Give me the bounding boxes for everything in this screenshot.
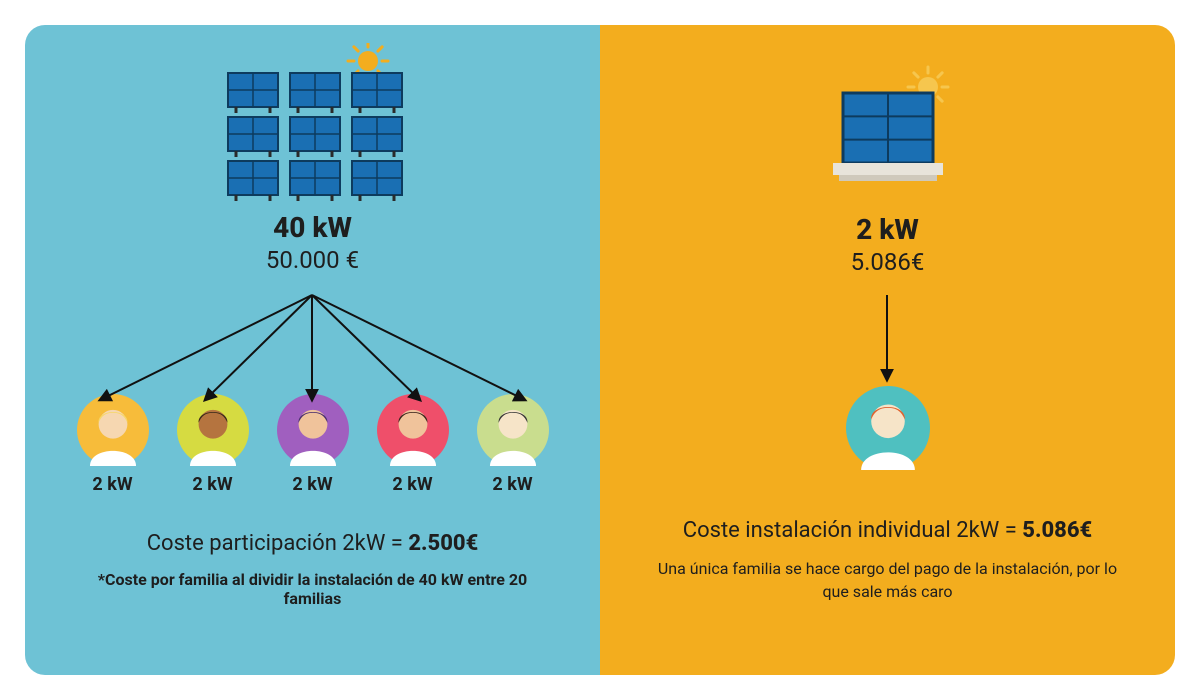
avatar-icon [477,394,549,466]
avatar-icon [846,386,930,470]
avatar-label: 2 kW [92,474,132,495]
solar-farm-icon [208,43,418,203]
solar-panel-icon [813,65,963,205]
avatar-label: 2 kW [392,474,432,495]
right-footnote: Una única familia se hace cargo del pago… [658,557,1118,603]
avatar-label: 2 kW [292,474,332,495]
right-cost-value: 5.086€ [1022,518,1092,543]
avatar-box: 2 kW [277,394,349,495]
right-cost-line: Coste instalación individual 2kW = 5.086… [683,518,1092,543]
avatar-box: 2 kW [377,394,449,495]
right-avatar-wrap [846,386,930,474]
avatar-box: 2 kW [477,394,549,495]
left-cost-value: 2.500€ [408,531,478,556]
avatar-icon [177,394,249,466]
right-cost-prefix: Coste instalación individual 2kW = [683,518,1023,543]
avatar-box: 2 kW [177,394,249,495]
infographic-card: 40 kW 50.000 € 2 kW 2 kW 2 kW 2 kW 2 kW Cost… [25,25,1175,675]
panel-shared: 40 kW 50.000 € 2 kW 2 kW 2 kW 2 kW 2 kW Cost… [25,25,600,675]
panel-individual: 2 kW 5.086€ Coste instalación individual… [600,25,1175,675]
avatar-box: 2 kW [77,394,149,495]
avatar-icon [77,394,149,466]
left-power-title: 40 kW [273,211,352,244]
right-power-title: 2 kW [856,213,919,246]
left-cost-line: Coste participación 2kW = 2.500€ [147,531,479,556]
avatar-label: 2 kW [192,474,232,495]
avatar-row: 2 kW 2 kW 2 kW 2 kW 2 kW [77,394,549,495]
left-footnote: *Coste por familia al dividir la instala… [83,570,543,608]
left-cost-prefix: Coste participación 2kW = [147,531,409,556]
avatar-icon [377,394,449,466]
left-power-sub: 50.000 € [266,246,359,274]
avatar-icon [277,394,349,466]
avatar-label: 2 kW [492,474,532,495]
right-power-sub: 5.086€ [851,248,925,276]
